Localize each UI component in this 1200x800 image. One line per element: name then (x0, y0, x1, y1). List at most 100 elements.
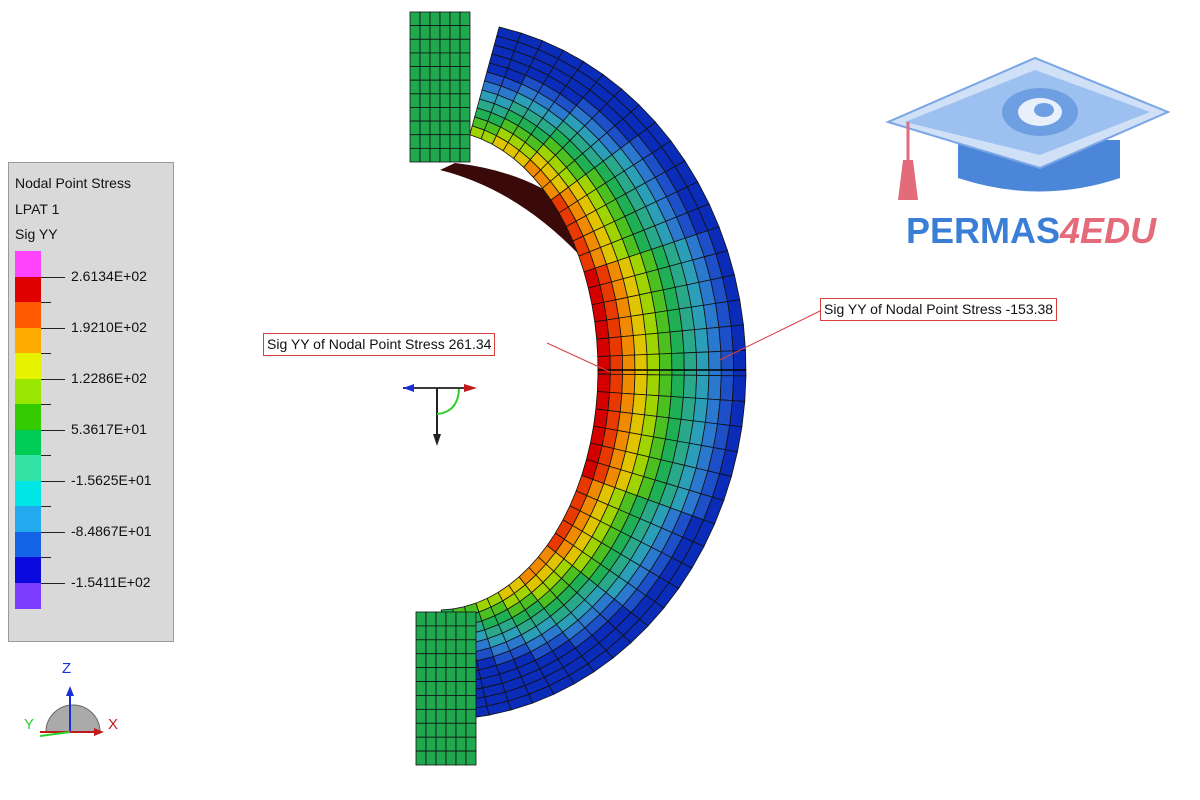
legend-swatch (15, 353, 41, 379)
mesh-element (455, 681, 467, 696)
mesh-element (439, 66, 451, 81)
mesh-element (425, 639, 437, 655)
mesh-element (429, 120, 441, 136)
mesh-element (459, 66, 471, 81)
mesh-element (732, 349, 747, 377)
mesh-element (694, 328, 710, 353)
mesh-element (658, 353, 673, 376)
mesh-element (455, 695, 467, 710)
mesh-element (682, 374, 698, 399)
legend-tick (41, 429, 65, 431)
callout-min-stress: Sig YY of Nodal Point Stress -153.38 (820, 298, 1058, 321)
mesh-element (449, 134, 461, 149)
mesh-element (465, 625, 477, 641)
mesh-element (449, 120, 461, 136)
mesh-element (409, 134, 421, 149)
mesh-element (459, 120, 471, 136)
legend-swatch (15, 378, 41, 405)
mesh-element (419, 107, 431, 122)
axis-label-z: Z (62, 660, 72, 677)
mesh-element (439, 107, 451, 122)
mesh-element (429, 25, 441, 40)
legend-swatch (15, 455, 41, 481)
mesh-element (425, 708, 437, 724)
mesh-element (459, 38, 471, 54)
mesh-element (632, 333, 648, 356)
legend-swatch (15, 480, 41, 507)
legend-tick (41, 557, 51, 558)
mesh-element (449, 147, 461, 163)
mesh-element (449, 79, 461, 95)
mesh-element (657, 331, 673, 355)
mesh-element (415, 750, 427, 766)
mesh-element (459, 79, 471, 95)
mesh-element (459, 25, 471, 40)
mesh-element (620, 335, 636, 356)
mesh-element (445, 736, 457, 752)
mesh-element (435, 695, 447, 710)
mesh-element (439, 11, 451, 27)
mesh-element (439, 79, 451, 95)
mesh-element (439, 38, 451, 54)
mesh-element (695, 351, 710, 376)
mesh-element (419, 11, 431, 27)
mesh-element (730, 324, 746, 352)
mesh-element (435, 611, 447, 627)
mesh-element (445, 667, 457, 682)
mesh-element (409, 107, 421, 122)
mesh-element (409, 38, 421, 54)
mesh-element (449, 38, 461, 54)
mesh-element (439, 120, 451, 136)
mesh-element (435, 625, 447, 641)
mesh-element (449, 107, 461, 122)
callout-leaders (546, 309, 823, 373)
mesh-element (669, 330, 685, 354)
mesh-element (596, 337, 611, 357)
half-ring-mesh (409, 11, 747, 766)
brand-part1: PERMAS (906, 210, 1061, 251)
callout-max-stress: Sig YY of Nodal Point Stress 261.34 (263, 333, 496, 356)
mesh-element (425, 653, 437, 669)
mesh-element (596, 373, 611, 393)
mesh-element (465, 736, 477, 752)
mesh-element (718, 325, 734, 352)
mesh-element (419, 79, 431, 95)
mesh-element (409, 120, 421, 136)
legend-value-label: 1.2286E+02 (71, 369, 147, 386)
mesh-element (419, 38, 431, 54)
mesh-element (449, 52, 461, 67)
legend-swatch (15, 429, 41, 456)
mesh-element (415, 681, 427, 696)
legend-tick (41, 302, 51, 303)
mesh-element (429, 52, 441, 67)
mesh-element (435, 653, 447, 669)
mesh-element (409, 93, 421, 108)
mesh-element (634, 354, 648, 376)
mesh-element (439, 134, 451, 149)
mesh-element (429, 38, 441, 54)
legend-swatch (15, 327, 41, 354)
mesh-element (621, 373, 636, 395)
mesh-element (459, 11, 471, 27)
mesh-element (439, 93, 451, 108)
mesh-element (415, 667, 427, 682)
orientation-widget-icon (39, 686, 104, 737)
mesh-element (658, 374, 673, 397)
legend-component: Sig YY (15, 226, 58, 242)
mesh-element (631, 393, 647, 416)
mesh-element (419, 120, 431, 136)
mesh-element (445, 639, 457, 655)
mesh-element (455, 639, 467, 655)
mesh-element (449, 11, 461, 27)
mesh-element (645, 332, 660, 355)
legend-swatch (15, 404, 41, 430)
mesh-element (445, 750, 457, 766)
mesh-element (465, 750, 477, 766)
mesh-element (445, 722, 457, 738)
mesh-element (409, 66, 421, 81)
mesh-element (681, 329, 697, 354)
mesh-element (415, 653, 427, 669)
legend-load-pattern: LPAT 1 (15, 201, 60, 217)
mesh-element (429, 107, 441, 122)
